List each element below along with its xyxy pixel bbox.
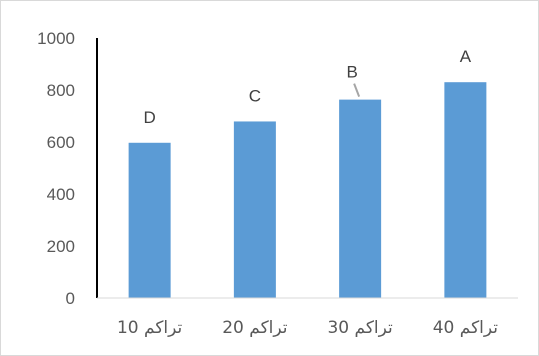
bar: [444, 82, 487, 298]
y-tick-label: 1000: [37, 29, 75, 48]
data-label: A: [460, 47, 472, 66]
data-label: B: [346, 63, 357, 82]
bar: [128, 142, 171, 298]
x-category-label: تراكم 40: [433, 318, 499, 338]
x-category-label: تراكم 30: [327, 318, 393, 338]
data-labels: D C B A: [143, 47, 471, 127]
y-axis-ticks: 0 200 400 600 800 1000: [37, 29, 75, 308]
y-tick-label: 200: [47, 237, 75, 256]
bar: [233, 121, 276, 299]
data-label: D: [143, 108, 155, 127]
data-label: C: [249, 86, 261, 105]
y-tick-label: 600: [47, 133, 75, 152]
x-category-label: تراكم 20: [222, 318, 288, 338]
y-tick-label: 400: [47, 185, 75, 204]
bar: [339, 99, 382, 299]
x-category-label: تراكم 10: [117, 318, 183, 338]
bars: [128, 82, 487, 299]
leader-line: [353, 83, 361, 97]
x-axis-categories: تراكم 10 تراكم 20 تراكم 30 تراكم 40: [117, 318, 498, 338]
y-tick-label: 0: [66, 289, 75, 308]
y-tick-label: 800: [47, 81, 75, 100]
